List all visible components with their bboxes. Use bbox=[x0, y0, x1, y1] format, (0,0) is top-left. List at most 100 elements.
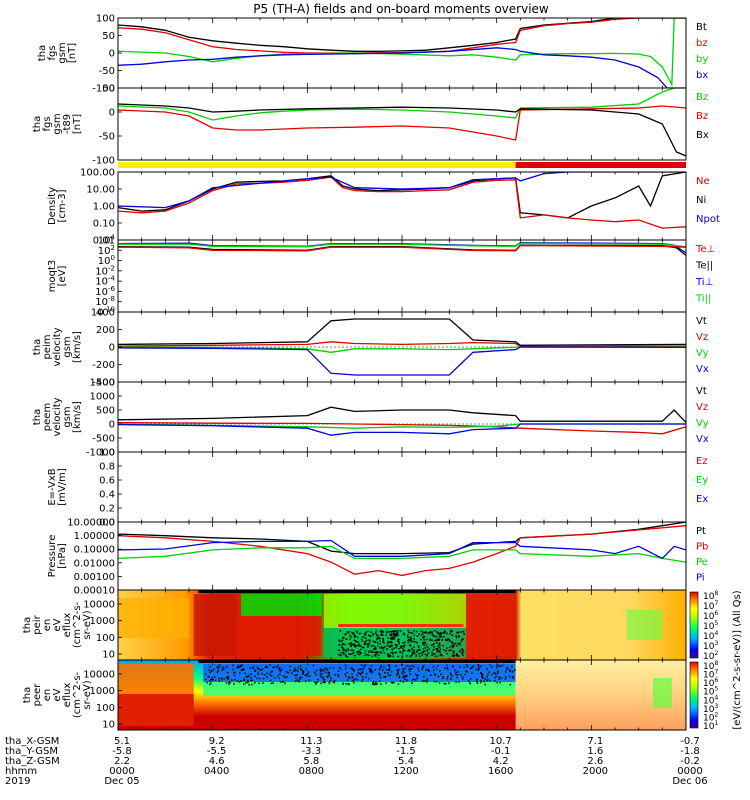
speckle bbox=[296, 679, 299, 682]
speckle bbox=[450, 673, 453, 676]
panel-frame bbox=[117, 171, 687, 241]
speckle bbox=[501, 664, 504, 667]
speckle bbox=[382, 641, 384, 643]
speckle bbox=[406, 634, 409, 637]
tick-label: 10 bbox=[102, 650, 115, 661]
speckle bbox=[305, 668, 307, 670]
footer-z-value: 2.2 bbox=[114, 756, 130, 767]
tick-label: 1000 bbox=[90, 616, 115, 627]
y-axis-label-line: [nT] bbox=[72, 114, 83, 134]
speckle bbox=[256, 677, 259, 680]
speckle bbox=[386, 648, 388, 650]
legend-label: Ey bbox=[696, 475, 708, 486]
speckle bbox=[394, 635, 396, 638]
speckle bbox=[252, 666, 255, 668]
speckle bbox=[374, 654, 376, 656]
speckle bbox=[359, 668, 361, 671]
y-axis-label: moqt3 [eV] bbox=[47, 260, 68, 293]
speckle bbox=[260, 669, 262, 671]
speckle bbox=[333, 679, 336, 682]
speckle bbox=[425, 680, 427, 682]
figure-title: P5 (TH-A) fields and on-board moments ov… bbox=[253, 2, 549, 16]
speckle bbox=[353, 643, 355, 645]
speckle bbox=[372, 634, 374, 636]
speckle bbox=[363, 633, 366, 635]
speckle bbox=[326, 669, 329, 671]
speckle bbox=[390, 642, 393, 644]
speckle bbox=[456, 674, 459, 676]
y-axis-label-line: moqt3 bbox=[47, 260, 58, 293]
speckle bbox=[204, 678, 207, 681]
speckle bbox=[433, 680, 436, 683]
speckle bbox=[367, 651, 370, 653]
speckle bbox=[276, 666, 278, 668]
tick-label: 106 bbox=[703, 610, 718, 622]
speckle bbox=[293, 667, 296, 670]
legend-label: Vy bbox=[696, 348, 709, 359]
series-ni bbox=[118, 172, 686, 219]
speckle bbox=[414, 673, 417, 675]
speckle bbox=[326, 675, 328, 678]
speckle bbox=[460, 631, 462, 633]
speckle bbox=[369, 669, 371, 671]
speckle bbox=[376, 638, 378, 641]
speckle bbox=[409, 670, 411, 673]
speckle bbox=[430, 674, 432, 677]
series-pe bbox=[118, 545, 686, 563]
y-axis-label: Density [cm-3] bbox=[47, 187, 68, 225]
speckle bbox=[363, 654, 366, 657]
series-group bbox=[118, 406, 686, 436]
speckle bbox=[445, 638, 447, 641]
speckle bbox=[437, 632, 439, 634]
speckle bbox=[372, 683, 374, 685]
tick-label: -50 bbox=[99, 66, 115, 77]
speckle bbox=[345, 655, 347, 658]
speckle bbox=[446, 667, 449, 669]
speckle bbox=[209, 665, 211, 668]
speckle bbox=[343, 651, 345, 654]
legend-label: Vz bbox=[696, 402, 708, 413]
speckle bbox=[376, 651, 378, 653]
tick-label: -100 bbox=[92, 84, 115, 95]
speckle bbox=[319, 672, 322, 675]
speckle bbox=[398, 675, 401, 677]
colorbar-scale bbox=[689, 591, 699, 659]
speckle bbox=[413, 650, 415, 652]
speckle bbox=[338, 639, 340, 642]
speckle bbox=[393, 636, 395, 639]
footer-z-value: 5.4 bbox=[398, 756, 414, 767]
speckle bbox=[251, 683, 253, 686]
speckle bbox=[434, 655, 437, 658]
speckle bbox=[447, 638, 449, 640]
speckle bbox=[320, 682, 322, 685]
speckle bbox=[210, 678, 212, 681]
tick-label: 1.00000 bbox=[74, 531, 115, 542]
speckle bbox=[353, 632, 355, 634]
speckle bbox=[505, 668, 508, 670]
series-vy bbox=[118, 423, 686, 429]
speckle bbox=[450, 640, 453, 643]
speckle bbox=[446, 652, 449, 655]
speckle bbox=[425, 669, 427, 671]
speckle bbox=[266, 672, 268, 675]
speckle bbox=[391, 649, 394, 651]
y-axis-label-line: -t89 bbox=[62, 114, 73, 134]
speckle bbox=[415, 651, 418, 653]
speckle bbox=[402, 649, 404, 652]
speckle bbox=[435, 635, 437, 638]
speckle bbox=[254, 681, 256, 684]
spectrogram-band bbox=[203, 682, 516, 696]
speckle bbox=[305, 673, 308, 676]
series-vx bbox=[118, 423, 686, 436]
speckle bbox=[334, 674, 336, 676]
speckle bbox=[387, 668, 390, 671]
speckle bbox=[376, 635, 378, 637]
speckle bbox=[424, 653, 427, 656]
speckle bbox=[411, 632, 414, 634]
speckle bbox=[409, 639, 411, 642]
speckle bbox=[402, 642, 405, 644]
speckle bbox=[443, 649, 445, 651]
legend: Bz Bz Bx bbox=[696, 92, 709, 141]
speckle bbox=[459, 649, 462, 652]
